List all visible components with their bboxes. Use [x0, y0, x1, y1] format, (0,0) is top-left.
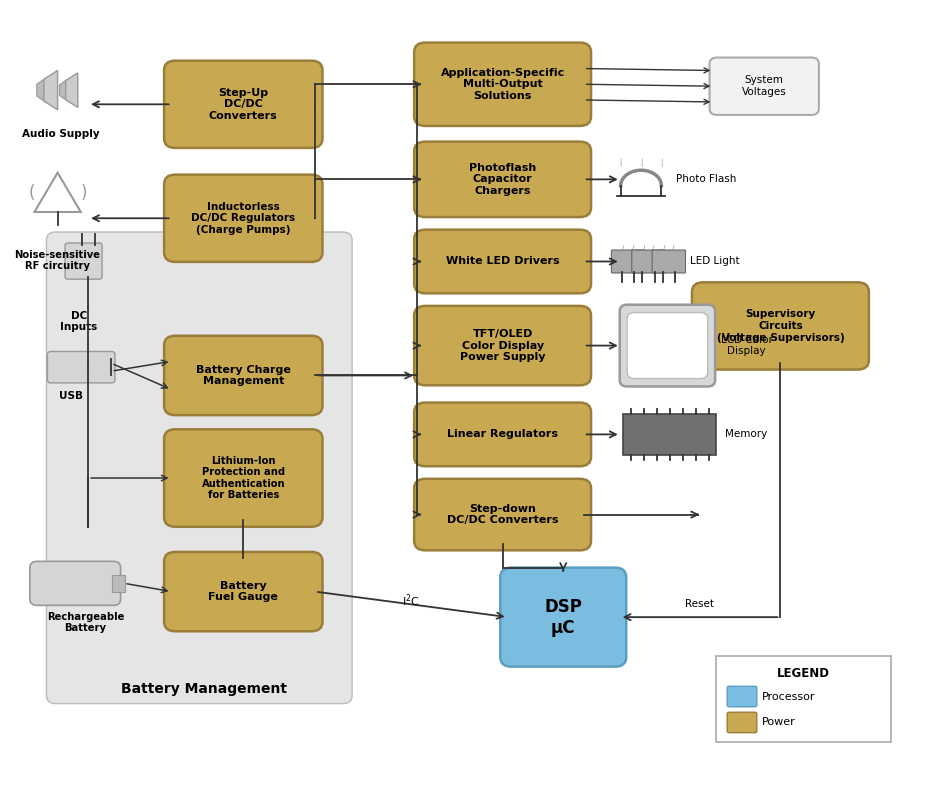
Text: Battery Charge
Management: Battery Charge Management: [195, 365, 291, 387]
Text: Photoflash
Capacitor
Chargers: Photoflash Capacitor Chargers: [468, 163, 535, 196]
Text: Battery Management: Battery Management: [121, 683, 286, 696]
Text: Rechargeable
Battery: Rechargeable Battery: [46, 612, 124, 634]
FancyBboxPatch shape: [413, 43, 590, 126]
FancyBboxPatch shape: [727, 712, 756, 733]
FancyBboxPatch shape: [651, 250, 684, 273]
Text: │: │: [618, 159, 622, 167]
Text: Supervisory
Circuits
(Voltage Supervisors): Supervisory Circuits (Voltage Supervisor…: [716, 310, 843, 342]
Text: TFT/OLED
Color Display
Power Supply: TFT/OLED Color Display Power Supply: [460, 329, 545, 363]
Text: /: /: [631, 245, 633, 251]
Text: LEGEND: LEGEND: [776, 667, 829, 680]
Text: (: (: [28, 184, 35, 202]
FancyBboxPatch shape: [499, 568, 626, 666]
Text: DSP
μC: DSP μC: [544, 597, 582, 637]
Polygon shape: [59, 81, 65, 99]
Text: I$^2$C: I$^2$C: [402, 593, 420, 610]
FancyBboxPatch shape: [47, 351, 115, 383]
FancyBboxPatch shape: [632, 250, 665, 273]
FancyBboxPatch shape: [164, 552, 322, 631]
FancyBboxPatch shape: [30, 561, 121, 606]
Text: Step-down
DC/DC Converters: Step-down DC/DC Converters: [447, 504, 558, 525]
Text: Power: Power: [762, 718, 795, 727]
FancyBboxPatch shape: [65, 243, 102, 279]
FancyBboxPatch shape: [46, 232, 352, 703]
Text: System
Voltages: System Voltages: [741, 75, 785, 97]
FancyBboxPatch shape: [727, 687, 756, 707]
Text: USB: USB: [59, 391, 83, 401]
Text: Processor: Processor: [762, 691, 815, 702]
Text: │: │: [638, 159, 643, 167]
Text: Application-Specific
Multi-Output
Solutions: Application-Specific Multi-Output Soluti…: [440, 67, 565, 101]
Text: Noise-sensitive
RF circuitry: Noise-sensitive RF circuitry: [14, 249, 100, 271]
FancyBboxPatch shape: [691, 282, 868, 370]
Text: Inductorless
DC/DC Regulators
(Charge Pumps): Inductorless DC/DC Regulators (Charge Pu…: [191, 201, 295, 235]
Text: /: /: [621, 245, 624, 251]
FancyBboxPatch shape: [413, 142, 590, 217]
FancyBboxPatch shape: [709, 58, 818, 115]
FancyBboxPatch shape: [164, 61, 322, 148]
Text: LED Light: LED Light: [689, 257, 739, 266]
Text: ): ): [80, 184, 87, 202]
Text: Reset: Reset: [684, 599, 714, 610]
Text: /: /: [663, 245, 665, 251]
FancyBboxPatch shape: [164, 175, 322, 262]
Text: Photo Flash: Photo Flash: [676, 174, 735, 184]
Text: Lithium-Ion
Protection and
Authentication
for Batteries: Lithium-Ion Protection and Authenticatio…: [201, 456, 285, 500]
Text: Memory: Memory: [725, 429, 767, 439]
Text: LCD Color
Display: LCD Color Display: [720, 334, 772, 356]
Polygon shape: [43, 71, 58, 110]
FancyBboxPatch shape: [619, 305, 715, 387]
FancyBboxPatch shape: [164, 429, 322, 527]
FancyBboxPatch shape: [413, 229, 590, 294]
Text: Audio Supply: Audio Supply: [22, 129, 99, 140]
FancyBboxPatch shape: [627, 313, 707, 379]
Text: /: /: [651, 245, 653, 251]
Text: White LED Drivers: White LED Drivers: [446, 257, 559, 266]
FancyBboxPatch shape: [413, 306, 590, 385]
FancyBboxPatch shape: [611, 250, 644, 273]
Text: Battery
Fuel Gauge: Battery Fuel Gauge: [208, 581, 278, 602]
FancyBboxPatch shape: [164, 336, 322, 415]
Text: /: /: [672, 245, 674, 251]
Text: DC
Inputs: DC Inputs: [60, 310, 97, 332]
Text: │: │: [659, 159, 663, 167]
FancyBboxPatch shape: [413, 479, 590, 550]
FancyBboxPatch shape: [112, 575, 125, 592]
Polygon shape: [65, 73, 77, 107]
Text: Step-Up
DC/DC
Converters: Step-Up DC/DC Converters: [209, 87, 278, 121]
FancyBboxPatch shape: [623, 414, 716, 455]
FancyBboxPatch shape: [413, 403, 590, 466]
Text: /: /: [642, 245, 644, 251]
Polygon shape: [37, 79, 43, 101]
FancyBboxPatch shape: [716, 656, 890, 742]
Text: Linear Regulators: Linear Regulators: [447, 429, 558, 439]
